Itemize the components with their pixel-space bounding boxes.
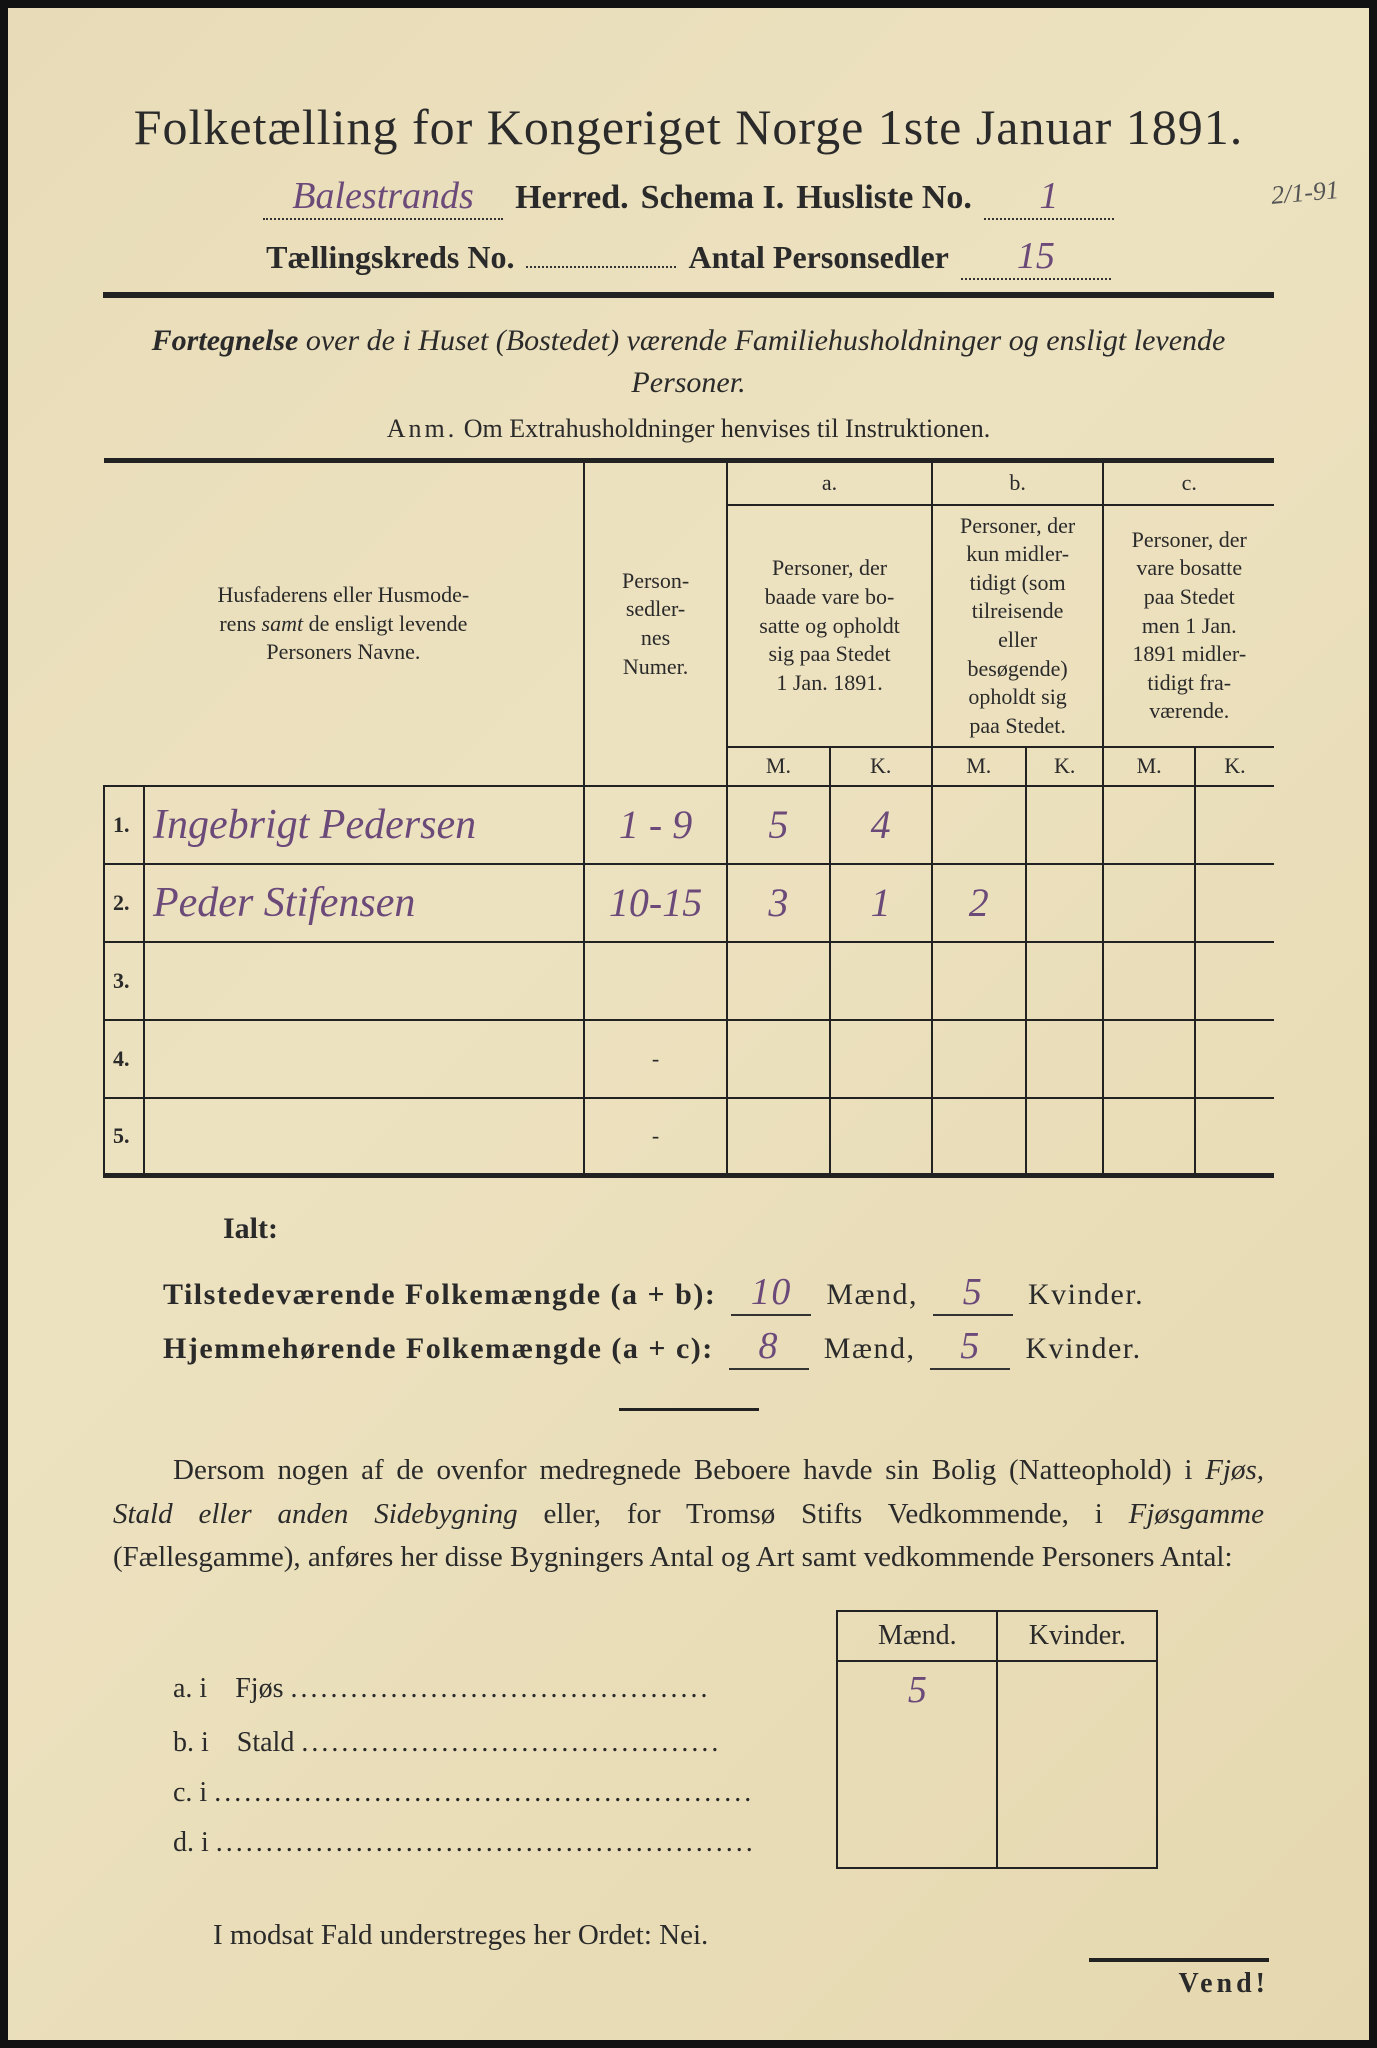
row-b-k	[1026, 864, 1104, 942]
summary-present-m: 10	[731, 1270, 811, 1316]
table-row: 2. Peder Stifensen 10-15 3 1 2	[104, 864, 1274, 942]
col-sedler-header: Person-sedler-nesNumer.	[584, 461, 728, 786]
census-form-page: Folketælling for Kongeriget Norge 1ste J…	[0, 0, 1377, 2048]
col-c-label: c.	[1103, 461, 1274, 505]
row-c-k	[1195, 786, 1274, 864]
col-c-m: M.	[1103, 747, 1194, 786]
antal-label: Antal Personsedler	[688, 239, 948, 276]
summary-home-k: 5	[930, 1324, 1010, 1370]
maend-label: Mænd,	[824, 1332, 916, 1365]
kreds-label: Tællingskreds No.	[266, 239, 514, 276]
anm-label: Anm.	[387, 414, 458, 443]
row-num: 2.	[104, 864, 144, 942]
row-sedler: 10-15	[584, 864, 728, 942]
col-b-m: M.	[932, 747, 1026, 786]
row-name: Peder Stifensen	[144, 864, 584, 942]
ialt-label: Ialt:	[223, 1212, 1274, 1246]
col-names-header: Husfaderens eller Husmode-rens samt de e…	[104, 461, 584, 786]
lower-maend-header: Mænd.	[837, 1611, 997, 1661]
lower-kvinder-header: Kvinder.	[997, 1611, 1157, 1661]
kreds-value	[526, 266, 676, 268]
row-sedler: -	[584, 1098, 728, 1176]
row-a-k: 4	[830, 786, 932, 864]
maend-label: Mænd,	[826, 1278, 918, 1311]
header-row-herred: Balestrands Herred. Schema I. Husliste N…	[103, 174, 1274, 220]
lower-row: d. i	[163, 1818, 1157, 1868]
col-a-m: M.	[727, 747, 829, 786]
row-c-k	[1195, 864, 1274, 942]
row-b-m	[932, 786, 1026, 864]
anm-text: Om Extrahusholdninger henvises til Instr…	[464, 414, 990, 443]
row-c-m	[1103, 864, 1194, 942]
herred-label: Herred.	[515, 179, 629, 217]
row-num: 3.	[104, 942, 144, 1020]
row-a-m: 3	[727, 864, 829, 942]
summary-home-m: 8	[729, 1324, 809, 1370]
col-c-desc: Personer, dervare bosattepaa Stedetmen 1…	[1103, 505, 1274, 748]
row-a-m: 5	[727, 786, 829, 864]
row-sedler: -	[584, 1020, 728, 1098]
table-row: 3.	[104, 942, 1274, 1020]
lower-row: c. i	[163, 1768, 1157, 1818]
row-b-k	[1026, 786, 1104, 864]
header-row-kreds: Tællingskreds No. Antal Personsedler 15	[103, 234, 1274, 280]
vend-label: Vend!	[1089, 1958, 1269, 2000]
lower-row: a. i Fjøs 5	[163, 1661, 1157, 1718]
divider-rule	[619, 1408, 759, 1411]
row-num: 4.	[104, 1020, 144, 1098]
kvinder-label: Kvinder.	[1028, 1278, 1144, 1311]
table-row: 4. -	[104, 1020, 1274, 1098]
row-c-m	[1103, 786, 1194, 864]
col-b-k: K.	[1026, 747, 1104, 786]
summary-present-k: 5	[933, 1270, 1013, 1316]
husliste-value: 1	[984, 174, 1114, 220]
subtitle: Fortegnelse over de i Huset (Bostedet) v…	[103, 320, 1274, 404]
row-sedler: 1 - 9	[584, 786, 728, 864]
summary-home: Hjemmehørende Folkemængde (a + c): 8 Mæn…	[163, 1324, 1274, 1370]
summary-present: Tilstedeværende Folkemængde (a + b): 10 …	[163, 1270, 1274, 1316]
page-title: Folketælling for Kongeriget Norge 1ste J…	[103, 98, 1274, 156]
kvinder-label: Kvinder.	[1025, 1332, 1141, 1365]
table-row: 1. Ingebrigt Pedersen 1 - 9 5 4	[104, 786, 1274, 864]
table-row: 5. -	[104, 1098, 1274, 1176]
lower-row: b. i Stald	[163, 1718, 1157, 1768]
col-a-label: a.	[727, 461, 931, 505]
margin-date: 2/1-91	[1270, 175, 1340, 211]
nei-line: I modsat Fald understreges her Ordet: Ne…	[213, 1919, 1274, 1952]
row-b-m: 2	[932, 864, 1026, 942]
summary-home-label: Hjemmehørende Folkemængde (a + c):	[163, 1332, 714, 1365]
col-b-desc: Personer, derkun midler-tidigt (somtilre…	[932, 505, 1104, 748]
summary-present-label: Tilstedeværende Folkemængde (a + b):	[163, 1278, 716, 1311]
outbuilding-paragraph: Dersom nogen af de ovenfor medregnede Be…	[113, 1449, 1264, 1580]
main-census-table: Husfaderens eller Husmode-rens samt de e…	[103, 458, 1274, 1178]
herred-value: Balestrands	[263, 174, 503, 220]
col-c-k: K.	[1195, 747, 1274, 786]
annotation-line: Anm. Om Extrahusholdninger henvises til …	[103, 414, 1274, 444]
schema-label: Schema I.	[641, 179, 785, 217]
row-name: Ingebrigt Pedersen	[144, 786, 584, 864]
row-name	[144, 942, 584, 1020]
row-num: 1.	[104, 786, 144, 864]
antal-value: 15	[961, 234, 1111, 280]
rule-1	[103, 292, 1274, 298]
col-a-k: K.	[830, 747, 932, 786]
husliste-label: Husliste No.	[796, 179, 972, 217]
col-b-label: b.	[932, 461, 1104, 505]
row-a-k: 1	[830, 864, 932, 942]
row-num: 5.	[104, 1098, 144, 1176]
row-sedler	[584, 942, 728, 1020]
outbuilding-table: Mænd. Kvinder. a. i Fjøs 5 b. i Stald c.…	[163, 1610, 1158, 1869]
col-a-desc: Personer, derbaade vare bo-satte og opho…	[727, 505, 931, 748]
